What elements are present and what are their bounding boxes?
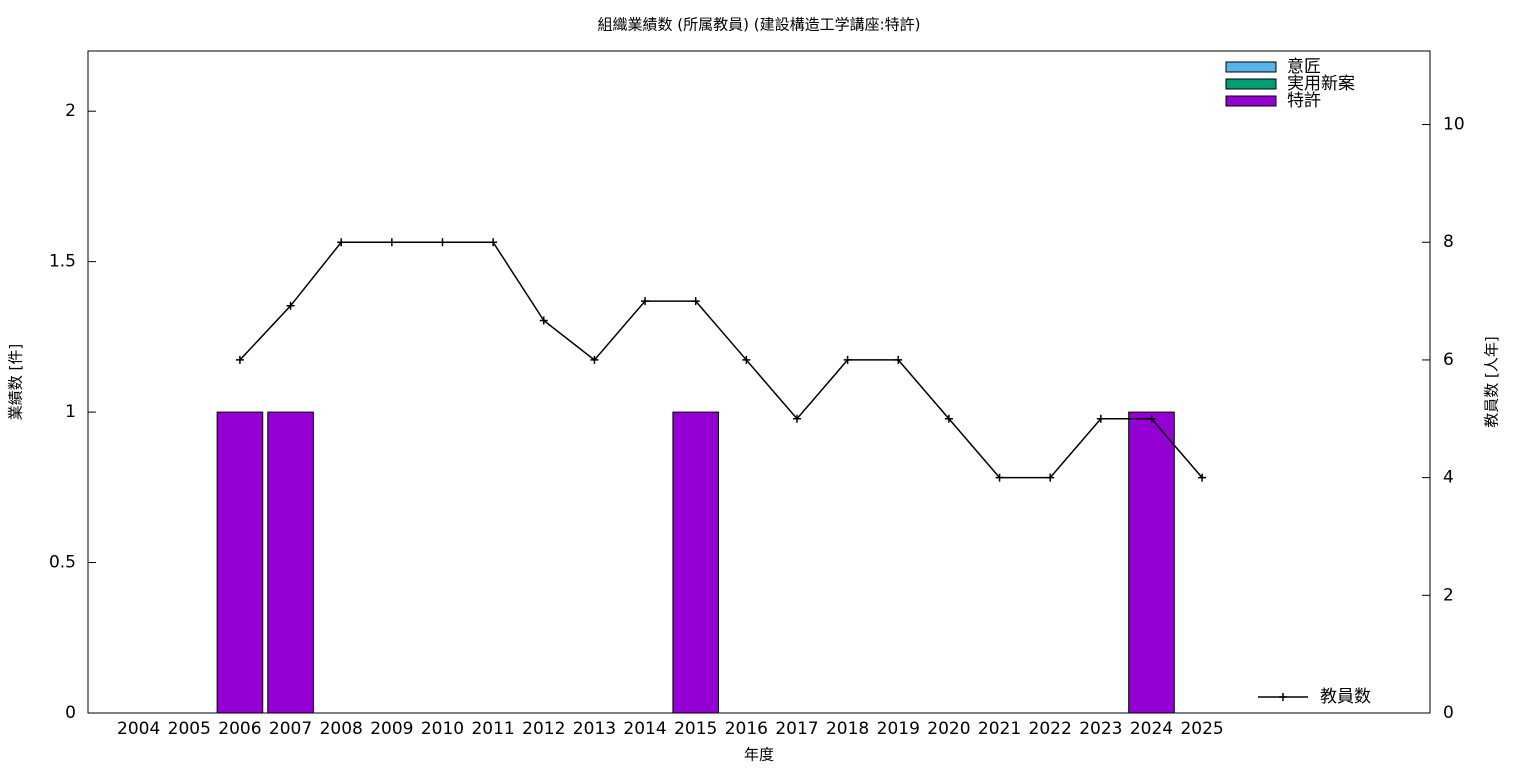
bar	[1128, 411, 1175, 714]
point-marker	[337, 238, 346, 247]
plot-frame	[87, 50, 1431, 714]
x-tick-label: 2022	[1029, 719, 1072, 739]
legend-swatch	[1225, 95, 1277, 107]
x-tick-label: 2025	[1180, 719, 1223, 739]
x-tick-label: 2007	[269, 719, 312, 739]
x-tick-label: 2006	[218, 719, 261, 739]
x-tick-label: 2013	[573, 719, 616, 739]
x-tick-label: 2015	[674, 719, 717, 739]
y-tick-label: 1.5	[49, 252, 76, 272]
y2-tick-label: 6	[1443, 350, 1454, 370]
y2-axis-label: 教員数 [人年]	[1483, 336, 1501, 427]
x-tick-label: 2023	[1079, 719, 1122, 739]
x-tick-label: 2021	[978, 719, 1021, 739]
point-marker	[691, 297, 700, 306]
point-marker	[995, 473, 1004, 482]
y2-tick-label: 4	[1443, 468, 1454, 488]
x-tick-label: 2010	[421, 719, 464, 739]
point-marker	[742, 355, 751, 364]
bar	[672, 411, 719, 714]
point-marker	[1046, 473, 1055, 482]
y-tick-label: 2	[65, 101, 76, 121]
y2-tick-label: 0	[1443, 703, 1454, 723]
point-marker	[235, 355, 244, 364]
y-axis-label: 業績数 [件]	[7, 344, 25, 420]
bar	[267, 411, 314, 714]
x-tick-label: 2016	[725, 719, 768, 739]
chart-title: 組織業績数 (所属教員) (建設構造工学講座:特許)	[597, 16, 920, 34]
y-tick-label: 0.5	[49, 553, 76, 573]
bar	[216, 411, 264, 714]
legend-swatch	[1225, 78, 1277, 90]
x-tick-label: 2014	[623, 719, 666, 739]
y2-tick-label: 2	[1443, 585, 1454, 605]
point-marker	[641, 297, 650, 306]
point-marker	[1096, 414, 1105, 423]
y-tick-label: 0	[65, 703, 76, 723]
x-tick-label: 2018	[826, 719, 869, 739]
point-marker	[489, 238, 498, 247]
point-marker	[438, 238, 447, 247]
point-marker	[843, 355, 852, 364]
point-marker	[944, 414, 953, 423]
y2-tick-label: 8	[1443, 232, 1454, 252]
line	[239, 241, 1203, 479]
x-tick-label: 2005	[168, 719, 211, 739]
x-tick-label: 2024	[1130, 719, 1173, 739]
legend-swatch	[1225, 61, 1277, 73]
x-tick-label: 2008	[320, 719, 363, 739]
legend-marker	[1279, 693, 1287, 701]
legend-label: 特許	[1287, 91, 1321, 111]
y2-tick-label: 10	[1443, 115, 1465, 135]
x-tick-label: 2020	[927, 719, 970, 739]
x-tick-label: 2017	[775, 719, 818, 739]
x-tick-label: 2012	[522, 719, 565, 739]
point-marker	[286, 301, 295, 310]
x-axis-label: 年度	[744, 746, 774, 764]
legend-label: 実用新案	[1287, 74, 1355, 94]
point-marker	[1198, 473, 1207, 482]
point-marker	[792, 414, 801, 423]
legend-label: 教員数	[1320, 687, 1371, 707]
point-marker	[894, 355, 903, 364]
x-tick-label: 2019	[877, 719, 920, 739]
x-tick-label: 2009	[370, 719, 413, 739]
point-marker	[539, 316, 548, 325]
point-marker	[590, 355, 599, 364]
point-marker	[387, 238, 396, 247]
point-marker	[1147, 414, 1156, 423]
x-tick-label: 2004	[117, 719, 160, 739]
y-tick-label: 1	[65, 402, 76, 422]
x-tick-label: 2011	[471, 719, 514, 739]
legend-label: 意匠	[1287, 57, 1321, 77]
